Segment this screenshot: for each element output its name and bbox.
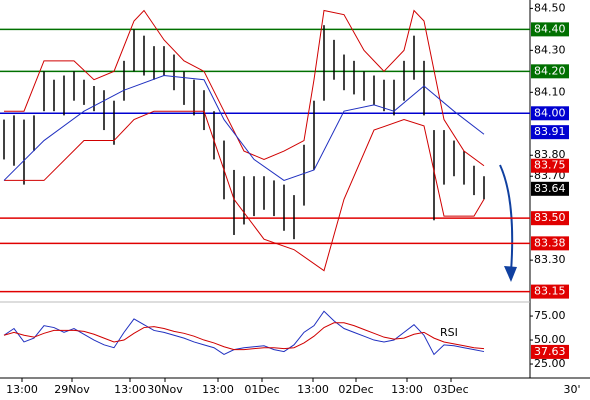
indicator-line: [3, 75, 485, 181]
indicator-line: [4, 9, 485, 167]
x-tick-label: 03Dec: [433, 383, 468, 396]
level-box: [531, 236, 569, 251]
x-tick-label: 13:00: [114, 383, 146, 396]
forecast-arrowhead: [504, 266, 517, 282]
rsi-current-box: [531, 344, 569, 359]
level-box: [531, 211, 569, 226]
level-label: 83.15: [534, 285, 566, 298]
y-tick-label: 50.00: [534, 333, 566, 346]
level-box: [531, 181, 569, 196]
level-label: 83.75: [534, 159, 566, 172]
y-tick-label: 83.30: [534, 253, 566, 266]
y-tick-label: 25.00: [534, 357, 566, 370]
x-tick-label: 13:00: [6, 383, 38, 396]
forecast-arrow: [499, 164, 514, 273]
y-tick-label: 84.50: [534, 1, 566, 14]
x-tick-label: 13:00: [391, 383, 423, 396]
x-tick-label: 30Nov: [147, 383, 183, 396]
indicator-line: [4, 110, 485, 272]
y-tick-label: 84.10: [534, 85, 566, 98]
level-label: 84.00: [534, 106, 566, 119]
level-box: [531, 22, 569, 37]
y-tick-label: 75.00: [534, 309, 566, 322]
y-tick-label: 84.30: [534, 43, 566, 56]
x-tick-label: 13:00: [202, 383, 234, 396]
level-box: [531, 158, 569, 173]
level-label: 84.20: [534, 64, 566, 77]
level-box: [531, 284, 569, 299]
level-label: 83.91: [534, 125, 566, 138]
level-box: [531, 106, 569, 121]
x-tick-label: 29Nov: [54, 383, 90, 396]
rsi-current-label: 37.63: [534, 345, 566, 358]
rsi-title: RSI: [440, 326, 458, 339]
level-box: [531, 64, 569, 79]
rsi-line: [3, 322, 485, 351]
level-label: 84.40: [534, 22, 566, 35]
y-tick-label: 83.80: [534, 148, 566, 161]
level-box: [531, 125, 569, 140]
level-label: 83.64: [534, 182, 566, 195]
timeframe: 30': [563, 383, 580, 396]
level-label: 83.38: [534, 236, 566, 249]
level-label: 83.50: [534, 211, 566, 224]
x-tick-label: 13:00: [297, 383, 329, 396]
x-tick-label: 01Dec: [244, 383, 279, 396]
rsi-line: [3, 310, 485, 356]
x-tick-label: 02Dec: [338, 383, 373, 396]
